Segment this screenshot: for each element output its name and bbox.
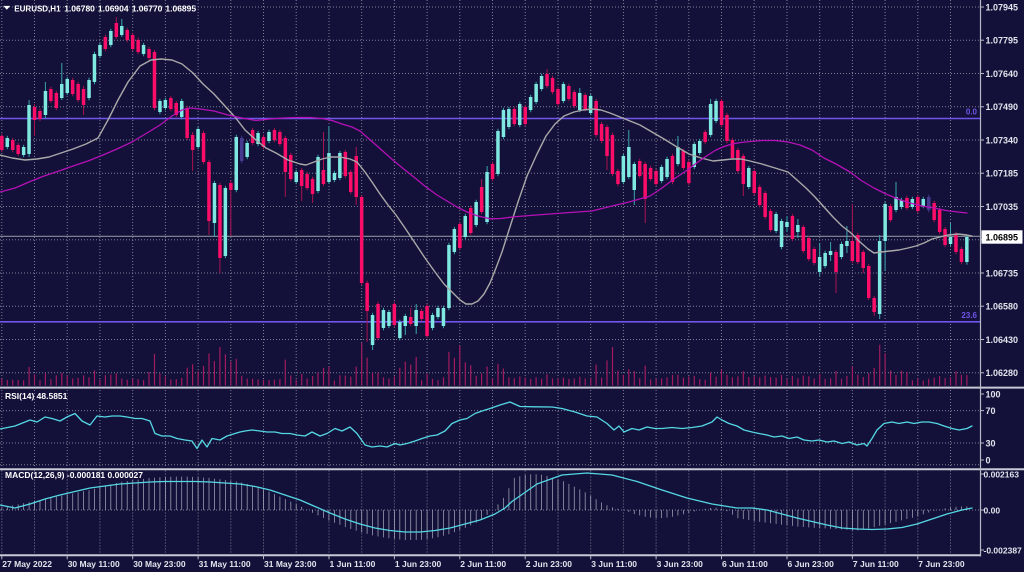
svg-text:1.07490: 1.07490 <box>986 102 1019 112</box>
svg-text:3 Jun 11:00: 3 Jun 11:00 <box>591 559 637 569</box>
svg-text:EURUSD,H1: EURUSD,H1 <box>14 4 61 13</box>
svg-text:1.06904: 1.06904 <box>98 3 129 13</box>
svg-text:3 Jun 23:00: 3 Jun 23:00 <box>657 559 704 569</box>
svg-text:MACD(12,26,9) -0.000181 0.0000: MACD(12,26,9) -0.000181 0.000027 <box>5 470 143 480</box>
svg-text:1.06780: 1.06780 <box>64 3 95 13</box>
svg-text:100: 100 <box>986 389 1001 399</box>
svg-text:0.002163: 0.002163 <box>984 469 1020 479</box>
svg-text:6 Jun 11:00: 6 Jun 11:00 <box>722 559 768 569</box>
svg-text:70: 70 <box>986 406 996 416</box>
svg-text:-0.002387: -0.002387 <box>984 545 1023 555</box>
svg-text:2 Jun 23:00: 2 Jun 23:00 <box>526 559 573 569</box>
svg-text:1.06280: 1.06280 <box>986 368 1019 378</box>
svg-text:1.06430: 1.06430 <box>986 335 1019 345</box>
svg-text:31 May 23:00: 31 May 23:00 <box>264 559 317 569</box>
svg-text:1.06580: 1.06580 <box>986 302 1019 312</box>
svg-text:1.07640: 1.07640 <box>986 69 1019 79</box>
svg-text:1.07035: 1.07035 <box>986 202 1019 212</box>
svg-text:7 Jun 11:00: 7 Jun 11:00 <box>853 559 899 569</box>
svg-text:31 May 11:00: 31 May 11:00 <box>199 559 251 569</box>
svg-text:1.06895: 1.06895 <box>165 3 196 13</box>
svg-text:23.6: 23.6 <box>961 311 977 320</box>
svg-text:1.07185: 1.07185 <box>986 169 1019 179</box>
svg-text:1.06770: 1.06770 <box>132 3 163 13</box>
svg-text:1 Jun 11:00: 1 Jun 11:00 <box>330 559 376 569</box>
svg-text:6 Jun 23:00: 6 Jun 23:00 <box>788 559 835 569</box>
svg-text:1 Jun 23:00: 1 Jun 23:00 <box>395 559 442 569</box>
svg-text:7 Jun 23:00: 7 Jun 23:00 <box>918 559 965 569</box>
svg-text:30 May 11:00: 30 May 11:00 <box>68 559 120 569</box>
svg-text:0.0: 0.0 <box>966 108 978 117</box>
svg-text:1.07795: 1.07795 <box>986 36 1019 46</box>
svg-text:1.07340: 1.07340 <box>986 135 1019 145</box>
svg-text:2 Jun 11:00: 2 Jun 11:00 <box>460 559 506 569</box>
svg-text:27 May 2022: 27 May 2022 <box>2 559 52 569</box>
svg-text:1.06735: 1.06735 <box>986 268 1019 278</box>
svg-text:0.00: 0.00 <box>984 505 1001 515</box>
svg-text:1.06895: 1.06895 <box>986 232 1019 242</box>
svg-text:1.07945: 1.07945 <box>986 2 1019 12</box>
svg-text:30 May 23:00: 30 May 23:00 <box>133 559 186 569</box>
svg-text:0: 0 <box>986 455 991 465</box>
svg-text:30: 30 <box>986 438 996 448</box>
svg-text:RSI(14) 48.5851: RSI(14) 48.5851 <box>5 391 68 401</box>
